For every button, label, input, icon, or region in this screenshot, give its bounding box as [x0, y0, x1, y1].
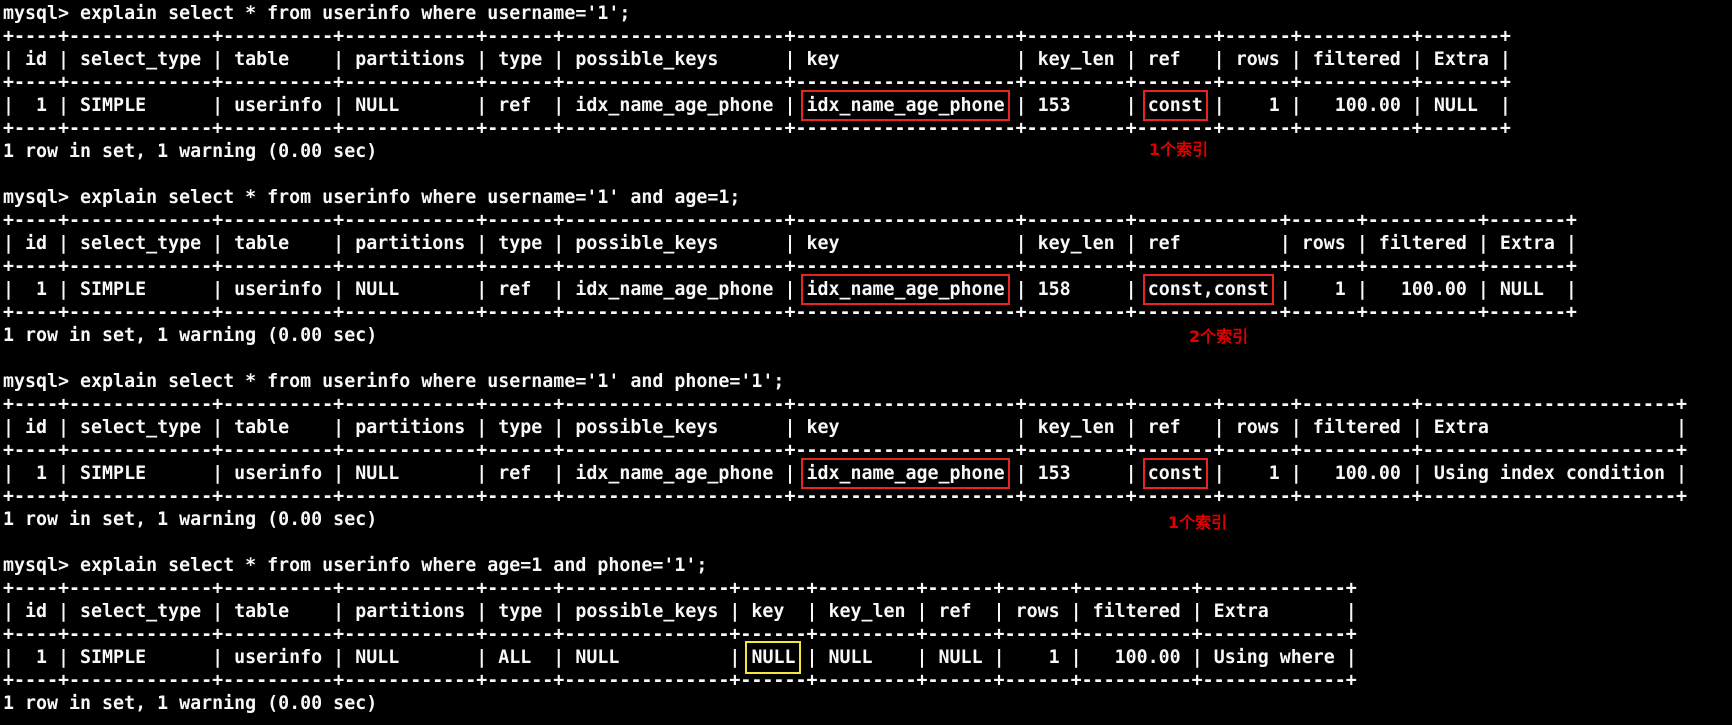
table-text: | 1 | SIMPLE | userinfo | NULL | ref | i… — [3, 463, 807, 484]
explain-table-line: +----+-------------+----------+---------… — [3, 439, 1687, 462]
explain-table-line: | 1 | SIMPLE | userinfo | NULL | ref | i… — [3, 90, 1687, 121]
table-text: | 1 | SIMPLE | userinfo | NULL | ALL | N… — [3, 647, 752, 668]
result-line: 1 row in set, 1 warning (0.00 sec) — [3, 325, 378, 346]
command-line: mysql> explain select * from userinfo wh… — [3, 555, 708, 576]
explain-table-line: | 1 | SIMPLE | userinfo | NULL | ALL | N… — [3, 641, 1687, 674]
explain-table-line: | id | select_type | table | partitions … — [3, 232, 1687, 255]
table-text: +----+-------------+----------+---------… — [3, 302, 1577, 323]
blank-line — [3, 347, 1687, 370]
explain-table-line: +----+-------------+----------+---------… — [3, 209, 1687, 232]
table-text: +----+-------------+----------+---------… — [3, 624, 1357, 645]
explain-table-line: +----+-------------+----------+---------… — [3, 485, 1687, 508]
table-text: | 1 | SIMPLE | userinfo | NULL | ref | i… — [3, 95, 807, 116]
table-text: +----+-------------+----------+---------… — [3, 26, 1511, 47]
table-text: +----+-------------+----------+---------… — [3, 486, 1687, 507]
command-line: mysql> explain select * from userinfo wh… — [3, 3, 631, 24]
explain-table-line: +----+-------------+----------+---------… — [3, 255, 1687, 278]
table-text: | 153 | — [1004, 463, 1148, 484]
table-text: | 1 | 100.00 | NULL | — [1268, 279, 1577, 300]
table-text: | 158 | — [1004, 279, 1148, 300]
table-text: | 1 | 100.00 | NULL | — [1202, 95, 1511, 116]
table-text: +----+-------------+----------+---------… — [3, 440, 1687, 461]
annotation-index-count-1: 1个索引 — [1149, 140, 1209, 159]
table-text: +----+-------------+----------+---------… — [3, 394, 1687, 415]
highlight-box-red: const,const — [1142, 274, 1274, 305]
table-text: | 153 | — [1004, 95, 1148, 116]
explain-table-line: | id | select_type | table | partitions … — [3, 416, 1687, 439]
terminal-output: mysql> explain select * from userinfo wh… — [3, 2, 1687, 725]
result-line: 1 row in set, 1 warning (0.00 sec) — [3, 509, 378, 530]
table-text: +----+-------------+----------+---------… — [3, 210, 1577, 231]
highlight-box-red: idx_name_age_phone — [801, 274, 1010, 305]
table-text: | 1 | 100.00 | Using index condition | — [1202, 463, 1687, 484]
explain-table-line: | 1 | SIMPLE | userinfo | NULL | ref | i… — [3, 274, 1687, 305]
table-text: +----+-------------+----------+---------… — [3, 256, 1577, 277]
explain-table-line: +----+-------------+----------+---------… — [3, 71, 1687, 94]
annotation-index-count-2: 2个索引 — [1189, 327, 1249, 346]
table-text: | id | select_type | table | partitions … — [3, 49, 1511, 70]
highlight-box-red: idx_name_age_phone — [801, 90, 1010, 121]
highlight-box-red: idx_name_age_phone — [801, 458, 1010, 489]
table-text: +----+-------------+----------+---------… — [3, 72, 1511, 93]
explain-table-line: +----+-------------+----------+---------… — [3, 669, 1687, 692]
table-text: +----+-------------+----------+---------… — [3, 670, 1357, 691]
blank-line — [3, 715, 1687, 725]
table-text: | id | select_type | table | partitions … — [3, 417, 1687, 438]
highlight-box-red: const — [1142, 458, 1208, 489]
highlight-box-red: const — [1142, 90, 1208, 121]
result-line: 1 row in set, 1 warning (0.00 sec) — [3, 141, 378, 162]
blank-line — [3, 531, 1687, 554]
explain-table-line: +----+-------------+----------+---------… — [3, 301, 1687, 324]
highlight-box-yellow: NULL — [745, 641, 802, 674]
explain-table-line: +----+-------------+----------+---------… — [3, 393, 1687, 416]
table-text: | id | select_type | table | partitions … — [3, 601, 1357, 622]
table-text: +----+-------------+----------+---------… — [3, 118, 1511, 139]
result-line: 1 row in set, 1 warning (0.00 sec) — [3, 693, 378, 714]
explain-table-line: +----+-------------+----------+---------… — [3, 25, 1687, 48]
explain-table-line: +----+-------------+----------+---------… — [3, 577, 1687, 600]
explain-table-line: +----+-------------+----------+---------… — [3, 117, 1687, 140]
table-text: | 1 | SIMPLE | userinfo | NULL | ref | i… — [3, 279, 807, 300]
explain-table-line: | id | select_type | table | partitions … — [3, 600, 1687, 623]
explain-table-line: | id | select_type | table | partitions … — [3, 48, 1687, 71]
table-text: | NULL | NULL | 1 | 100.00 | Using where… — [795, 647, 1357, 668]
command-line: mysql> explain select * from userinfo wh… — [3, 371, 785, 392]
blank-line — [3, 163, 1687, 186]
explain-table-line: | 1 | SIMPLE | userinfo | NULL | ref | i… — [3, 458, 1687, 489]
explain-table-line: +----+-------------+----------+---------… — [3, 623, 1687, 646]
annotation-index-count-3: 1个索引 — [1168, 513, 1228, 532]
table-text: +----+-------------+----------+---------… — [3, 578, 1357, 599]
table-text: | id | select_type | table | partitions … — [3, 233, 1577, 254]
command-line: mysql> explain select * from userinfo wh… — [3, 187, 741, 208]
